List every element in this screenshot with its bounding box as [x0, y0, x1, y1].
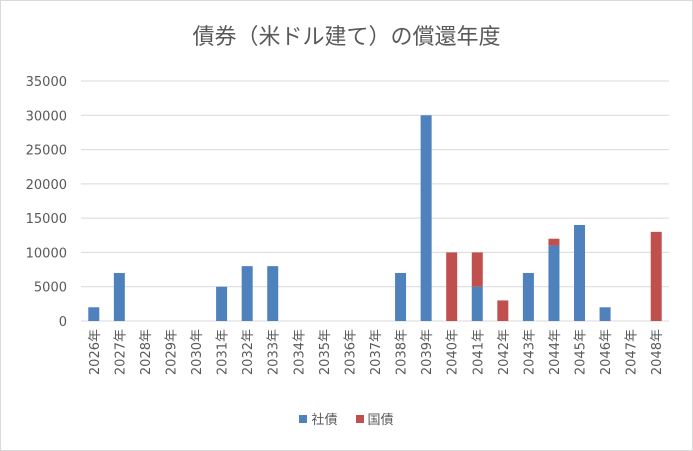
- bar-corporate: [88, 307, 100, 321]
- x-tick-label: 2033年: [267, 329, 282, 375]
- x-tick-label: 2043年: [522, 329, 537, 375]
- x-tick-label: 2028年: [139, 329, 154, 375]
- y-tick-label: 10000: [26, 246, 67, 261]
- bar-corporate: [267, 266, 279, 321]
- bar-government: [548, 238, 560, 246]
- bar-government: [650, 231, 662, 321]
- chart-title: 債券（米ドル建て）の償還年度: [192, 25, 501, 50]
- y-tick-label: 30000: [26, 109, 67, 124]
- bar-corporate: [113, 273, 125, 321]
- x-tick-label: 2048年: [650, 329, 665, 375]
- bar-corporate: [241, 266, 253, 321]
- x-tick-label: 2046年: [599, 329, 614, 375]
- x-tick-label: 2041年: [471, 329, 486, 375]
- legend-label-government: 国債: [367, 413, 394, 428]
- x-tick-label: 2045年: [574, 329, 589, 375]
- x-tick-label: 2038年: [395, 329, 410, 375]
- legend-item-government: 国債: [355, 409, 394, 428]
- legend-item-corporate: 社債: [299, 409, 338, 428]
- x-tick-label: 2044年: [548, 329, 563, 375]
- y-tick-label: 15000: [26, 212, 67, 227]
- x-tick-label: 2031年: [216, 329, 231, 375]
- x-tick-label: 2034年: [292, 329, 307, 375]
- x-tick-label: 2040年: [446, 329, 461, 375]
- x-tick-label: 2035年: [318, 329, 333, 375]
- y-tick-label: 0: [59, 315, 67, 330]
- y-tick-label: 20000: [26, 178, 67, 193]
- y-tick-label: 25000: [26, 144, 67, 159]
- x-tick-label: 2037年: [369, 329, 384, 375]
- x-tick-label: 2032年: [241, 329, 256, 375]
- x-tick-label: 2029年: [164, 329, 179, 375]
- bar-corporate: [574, 225, 586, 321]
- bar-corporate: [216, 286, 228, 321]
- legend: 社債 国債: [1, 409, 692, 428]
- bar-government: [497, 300, 509, 321]
- y-tick-label: 35000: [26, 75, 67, 90]
- legend-label-corporate: 社債: [311, 413, 338, 428]
- bar-corporate: [522, 273, 534, 321]
- legend-swatch-corporate: [299, 414, 308, 423]
- bar-government: [446, 252, 458, 321]
- x-tick-label: 2047年: [625, 329, 640, 375]
- x-tick-label: 2026年: [88, 329, 103, 375]
- x-tick-label: 2039年: [420, 329, 435, 375]
- bar-corporate: [420, 115, 432, 322]
- y-tick-label: 5000: [34, 281, 67, 296]
- x-tick-label: 2042年: [497, 329, 512, 375]
- legend-swatch-government: [355, 414, 364, 423]
- bar-corporate: [599, 307, 611, 321]
- x-tick-label: 2030年: [190, 329, 205, 375]
- x-tick-label: 2027年: [113, 329, 128, 375]
- bar-corporate: [548, 245, 560, 321]
- bar-corporate: [395, 273, 407, 321]
- x-tick-label: 2036年: [343, 329, 358, 375]
- bar-corporate: [471, 286, 483, 321]
- bar-government: [471, 252, 483, 287]
